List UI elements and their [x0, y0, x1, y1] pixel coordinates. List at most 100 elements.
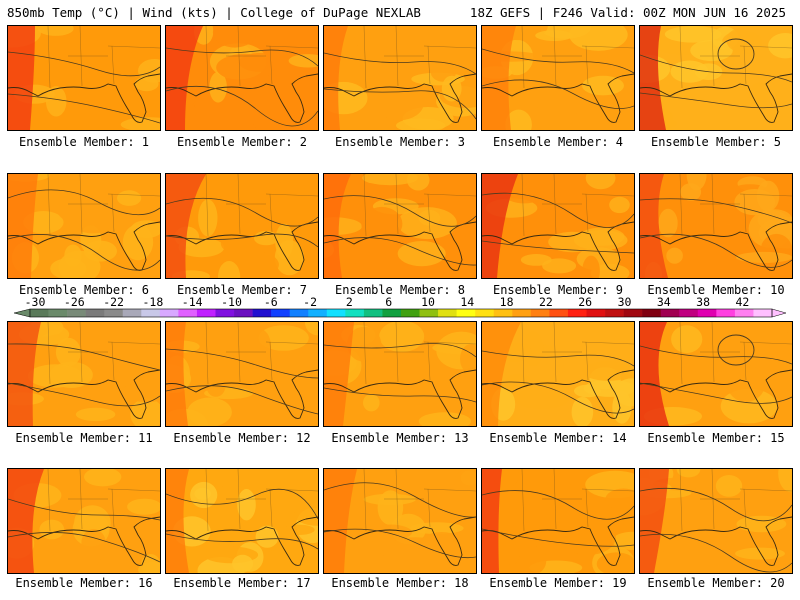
ensemble-map-panel [481, 25, 635, 131]
ensemble-map-panel [7, 173, 161, 279]
ensemble-map-panel [165, 173, 319, 279]
ensemble-member-caption: Ensemble Member: 6 [18, 283, 150, 297]
ensemble-map-panel [639, 321, 793, 427]
chart-title: 850mb Temp (°C) | Wind (kts) | College o… [7, 5, 421, 20]
colorbar-swatch [308, 309, 328, 317]
colorbar-tick-label: -18 [142, 295, 164, 309]
colorbar-left-arrow [13, 308, 31, 318]
colorbar-swatch [104, 309, 124, 317]
colorbar-tick-label: 34 [656, 295, 671, 309]
colorbar-swatch [753, 309, 773, 317]
colorbar-swatch [345, 309, 365, 317]
ensemble-map-panel [7, 468, 161, 574]
colorbar-swatch [326, 309, 346, 317]
ensemble-member-caption: Ensemble Member: 16 [15, 576, 153, 590]
colorbar-tick-label: -2 [303, 295, 318, 309]
colorbar-swatch [586, 309, 606, 317]
colorbar-swatch [215, 309, 235, 317]
ensemble-map-panel [323, 468, 477, 574]
colorbar-swatch [660, 309, 680, 317]
colorbar-swatch [549, 309, 569, 317]
ensemble-member-caption: Ensemble Member: 2 [176, 135, 308, 149]
ensemble-map-panel [7, 321, 161, 427]
colorbar-tick-label: -10 [221, 295, 242, 309]
ensemble-member-caption: Ensemble Member: 9 [492, 283, 624, 297]
colorbar-tick-label: -30 [24, 295, 46, 309]
ensemble-map-panel [323, 173, 477, 279]
colorbar-swatch [196, 309, 216, 317]
ensemble-member-caption: Ensemble Member: 5 [650, 135, 782, 149]
colorbar-swatch [734, 309, 754, 317]
colorbar-swatch [419, 309, 439, 317]
colorbar-tick-label: 30 [617, 295, 632, 309]
colorbar-tick-label: -14 [181, 295, 203, 309]
ensemble-map-panel [323, 321, 477, 427]
colorbar-swatch [48, 309, 68, 317]
ensemble-member-caption: Ensemble Member: 13 [331, 431, 469, 445]
ensemble-member-caption: Ensemble Member: 15 [647, 431, 785, 445]
colorbar-swatch [67, 309, 86, 317]
colorbar-right-arrow [771, 308, 787, 318]
colorbar-swatch [605, 309, 624, 317]
ensemble-map-panel [639, 25, 793, 131]
ensemble-member-caption: Ensemble Member: 18 [331, 576, 469, 590]
colorbar-swatch [438, 309, 457, 317]
colorbar-swatch [252, 309, 272, 317]
colorbar-swatch [567, 309, 587, 317]
colorbar-tick-label: 14 [460, 295, 475, 309]
colorbar-swatch [512, 309, 532, 317]
colorbar-tick-label: -6 [263, 295, 278, 309]
ensemble-map-panel [165, 468, 319, 574]
ensemble-map-panel [481, 321, 635, 427]
colorbar-swatch [234, 309, 253, 317]
colorbar-swatch [493, 309, 513, 317]
colorbar-labels: -30 -26 -22 -18 -14 -10 -6 -2 2 6 10 14 18 22 26 30 34 38… [0, 295, 800, 309]
colorbar-tick-label: 10 [421, 295, 435, 309]
colorbar-swatch [475, 309, 495, 317]
colorbar-tick-label: 22 [538, 295, 553, 309]
colorbar-tick-label: 18 [499, 295, 514, 309]
ensemble-map-panel [639, 173, 793, 279]
ensemble-member-caption: Ensemble Member: 1 [18, 135, 150, 149]
colorbar-swatch [271, 309, 290, 317]
colorbar-swatch [122, 309, 142, 317]
ensemble-map-panel [7, 25, 161, 131]
colorbar-swatch [382, 309, 402, 317]
colorbar-swatch [85, 309, 105, 317]
ensemble-member-caption: Ensemble Member: 4 [492, 135, 624, 149]
colorbar-swatch [623, 309, 643, 317]
ensemble-member-caption: Ensemble Member: 12 [173, 431, 311, 445]
colorbar-tick-label: 2 [345, 295, 353, 309]
ensemble-member-caption: Ensemble Member: 7 [176, 283, 308, 297]
colorbar-swatch [141, 309, 161, 317]
colorbar-tick-label: 42 [735, 295, 750, 309]
colorbar-tick-label: 26 [578, 295, 593, 309]
colorbar-swatch [716, 309, 736, 317]
colorbar [13, 308, 787, 318]
colorbar-swatch [30, 309, 49, 317]
run-valid-time: 18Z GEFS | F246 Valid: 00Z MON JUN 16 20… [469, 5, 786, 20]
ensemble-map-panel [323, 25, 477, 131]
colorbar-swatch [178, 309, 198, 317]
colorbar-tick-label: -22 [103, 295, 124, 309]
ensemble-member-caption: Ensemble Member: 10 [647, 283, 785, 297]
ensemble-map-panel [481, 468, 635, 574]
colorbar-tick-label: -26 [63, 295, 85, 309]
ensemble-map-panel [165, 321, 319, 427]
ensemble-member-caption: Ensemble Member: 17 [173, 576, 311, 590]
ensemble-member-caption: Ensemble Member: 8 [334, 283, 466, 297]
colorbar-swatch [159, 309, 179, 317]
colorbar-tick-label: 6 [385, 295, 393, 309]
colorbar-swatch [401, 309, 420, 317]
colorbar-swatch [363, 309, 383, 317]
ensemble-map-panel [165, 25, 319, 131]
ensemble-member-caption: Ensemble Member: 14 [489, 431, 627, 445]
colorbar-swatch [679, 309, 699, 317]
ensemble-map-panel [639, 468, 793, 574]
ensemble-member-caption: Ensemble Member: 11 [15, 431, 153, 445]
colorbar-swatch [530, 309, 550, 317]
ensemble-member-caption: Ensemble Member: 20 [647, 576, 785, 590]
ensemble-map-panel [481, 173, 635, 279]
colorbar-tick-label: 38 [696, 295, 711, 309]
colorbar-swatch [697, 309, 717, 317]
